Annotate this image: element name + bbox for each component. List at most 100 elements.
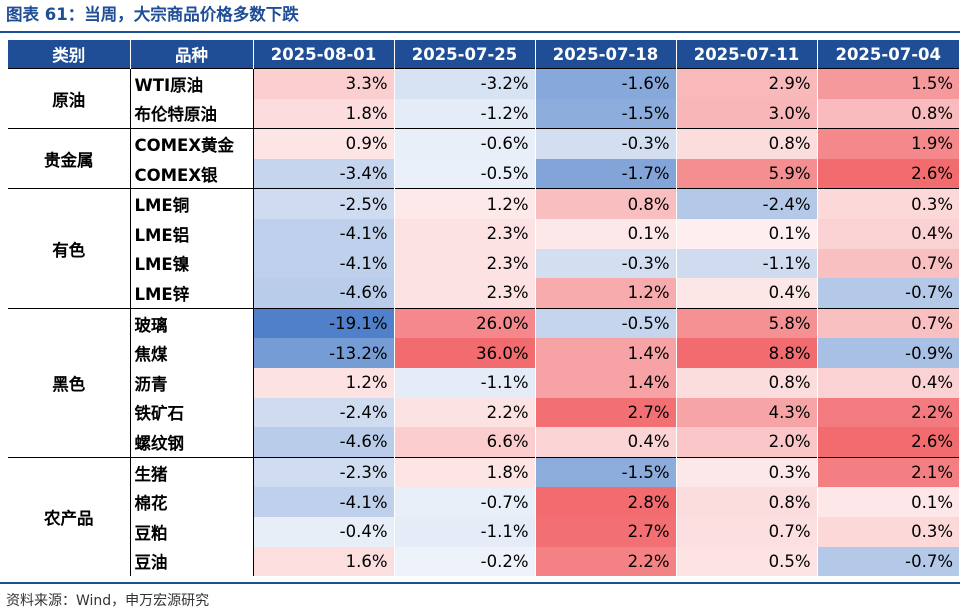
value-cell: -1.1%	[394, 516, 536, 547]
header-date: 2025-07-11	[676, 40, 818, 69]
value-cell: -0.9%	[817, 338, 959, 368]
value-cell: -0.6%	[394, 128, 536, 159]
value-cell: 0.4%	[817, 218, 959, 249]
value-cell: 2.0%	[676, 427, 818, 458]
value-cell: 1.8%	[394, 456, 536, 488]
item-cell: WTI原油	[130, 67, 254, 99]
item-cell: 沥青	[130, 367, 254, 398]
category-cell: 原油	[8, 67, 131, 129]
value-cell: 6.6%	[394, 427, 536, 458]
value-cell: 0.4%	[535, 427, 677, 458]
value-cell: -4.1%	[253, 218, 395, 249]
chart-title: 图表 61：当周，大宗商品价格多数下跌	[6, 5, 299, 24]
value-cell: 0.1%	[817, 487, 959, 517]
value-cell: 0.5%	[676, 546, 818, 577]
table-row: 豆粕 -0.4% -1.1% 2.7% 0.7% 0.3%	[8, 516, 959, 547]
value-cell: 0.8%	[535, 188, 677, 219]
category-cell: 黑色	[8, 307, 131, 458]
value-cell: -0.3%	[535, 248, 677, 279]
value-cell: 0.1%	[676, 218, 818, 249]
table-row: 农产品 生猪 -2.3% 1.8% -1.5% 0.3% 2.1%	[8, 456, 959, 577]
value-cell: -3.4%	[253, 158, 395, 189]
value-cell: 2.3%	[394, 278, 536, 309]
value-cell: -13.2%	[253, 338, 395, 368]
table-row: LME铝 -4.1% 2.3% 0.1% 0.1% 0.4%	[8, 218, 959, 249]
value-cell: -2.4%	[253, 397, 395, 428]
value-cell: -2.4%	[676, 188, 818, 219]
value-cell: 0.8%	[676, 367, 818, 398]
title-divider	[0, 31, 960, 33]
table-row: 螺纹钢 -4.6% 6.6% 0.4% 2.0% 2.6%	[8, 427, 959, 458]
value-cell: 0.8%	[676, 487, 818, 517]
source-note: 资料来源：Wind，申万宏源研究	[6, 593, 210, 609]
table-row: COMEX银 -3.4% -0.5% -1.7% 5.9% 2.6%	[8, 158, 959, 189]
value-cell: 5.8%	[676, 307, 818, 339]
table-row: 黑色 玻璃 -19.1% 26.0% -0.5% 5.8% 0.7%	[8, 307, 959, 458]
value-cell: -0.3%	[535, 128, 677, 159]
value-cell: 8.8%	[676, 338, 818, 368]
value-cell: 0.3%	[817, 188, 959, 219]
table-row: LME锌 -4.6% 2.3% 1.2% 0.4% -0.7%	[8, 278, 959, 309]
value-cell: 1.2%	[253, 367, 395, 398]
value-cell: 1.2%	[535, 278, 677, 309]
value-cell: 1.9%	[817, 128, 959, 159]
table-row: 铁矿石 -2.4% 2.2% 2.7% 4.3% 2.2%	[8, 397, 959, 428]
item-cell: 豆油	[130, 546, 254, 577]
item-cell: 生猪	[130, 456, 254, 488]
item-cell: 螺纹钢	[130, 427, 254, 458]
value-cell: 1.4%	[535, 338, 677, 368]
value-cell: -2.3%	[253, 456, 395, 488]
table-row: 有色 LME铜 -2.5% 1.2% 0.8% -2.4% 0.3%	[8, 188, 959, 309]
value-cell: 1.2%	[394, 188, 536, 219]
item-cell: LME镍	[130, 248, 254, 279]
value-cell: -0.5%	[535, 307, 677, 339]
category-cell: 贵金属	[8, 128, 131, 189]
table-row: 豆油 1.6% -0.2% 2.2% 0.5% -0.7%	[8, 546, 959, 577]
value-cell: 0.8%	[676, 128, 818, 159]
value-cell: 2.3%	[394, 218, 536, 249]
header-row: 类别 品种 2025-08-01 2025-07-25 2025-07-18 2…	[8, 40, 959, 69]
category-cell: 农产品	[8, 456, 131, 577]
value-cell: 2.2%	[394, 397, 536, 428]
value-cell: -3.2%	[394, 67, 536, 99]
value-cell: 2.6%	[817, 158, 959, 189]
value-cell: 1.5%	[817, 67, 959, 99]
table-row: 布伦特原油 1.8% -1.2% -1.5% 3.0% 0.8%	[8, 98, 959, 129]
item-cell: 棉花	[130, 487, 254, 517]
value-cell: 36.0%	[394, 338, 536, 368]
value-cell: -4.1%	[253, 248, 395, 279]
value-cell: 2.1%	[817, 456, 959, 488]
value-cell: 2.9%	[676, 67, 818, 99]
item-cell: LME铝	[130, 218, 254, 249]
value-cell: -1.1%	[394, 367, 536, 398]
value-cell: 4.3%	[676, 397, 818, 428]
header-date: 2025-07-18	[535, 40, 677, 69]
value-cell: -1.7%	[535, 158, 677, 189]
value-cell: 1.6%	[253, 546, 395, 577]
table-body: 原油 WTI原油 3.3% -3.2% -1.6% 2.9% 1.5% 布伦特原油 1.8% -1…	[8, 67, 959, 577]
value-cell: 5.9%	[676, 158, 818, 189]
value-cell: 1.4%	[535, 367, 677, 398]
commodity-price-heatmap-table: 类别 品种 2025-08-01 2025-07-25 2025-07-18 2…	[8, 40, 959, 577]
value-cell: 2.7%	[535, 516, 677, 547]
value-cell: -1.6%	[535, 67, 677, 99]
value-cell: 0.7%	[817, 248, 959, 279]
header-item: 品种	[130, 40, 254, 69]
value-cell: 0.4%	[676, 278, 818, 309]
value-cell: 0.1%	[535, 218, 677, 249]
value-cell: 2.2%	[817, 397, 959, 428]
bottom-divider	[0, 582, 960, 584]
table-row: LME镍 -4.1% 2.3% -0.3% -1.1% 0.7%	[8, 248, 959, 279]
value-cell: 0.9%	[253, 128, 395, 159]
value-cell: 26.0%	[394, 307, 536, 339]
value-cell: -0.2%	[394, 546, 536, 577]
table-row: 焦煤 -13.2% 36.0% 1.4% 8.8% -0.9%	[8, 338, 959, 368]
value-cell: -1.5%	[535, 98, 677, 129]
value-cell: -1.5%	[535, 456, 677, 488]
item-cell: COMEX银	[130, 158, 254, 189]
item-cell: LME锌	[130, 278, 254, 309]
header-date: 2025-07-04	[817, 40, 959, 69]
value-cell: -1.1%	[676, 248, 818, 279]
value-cell: -1.2%	[394, 98, 536, 129]
table-row: 棉花 -4.1% -0.7% 2.8% 0.8% 0.1%	[8, 487, 959, 517]
